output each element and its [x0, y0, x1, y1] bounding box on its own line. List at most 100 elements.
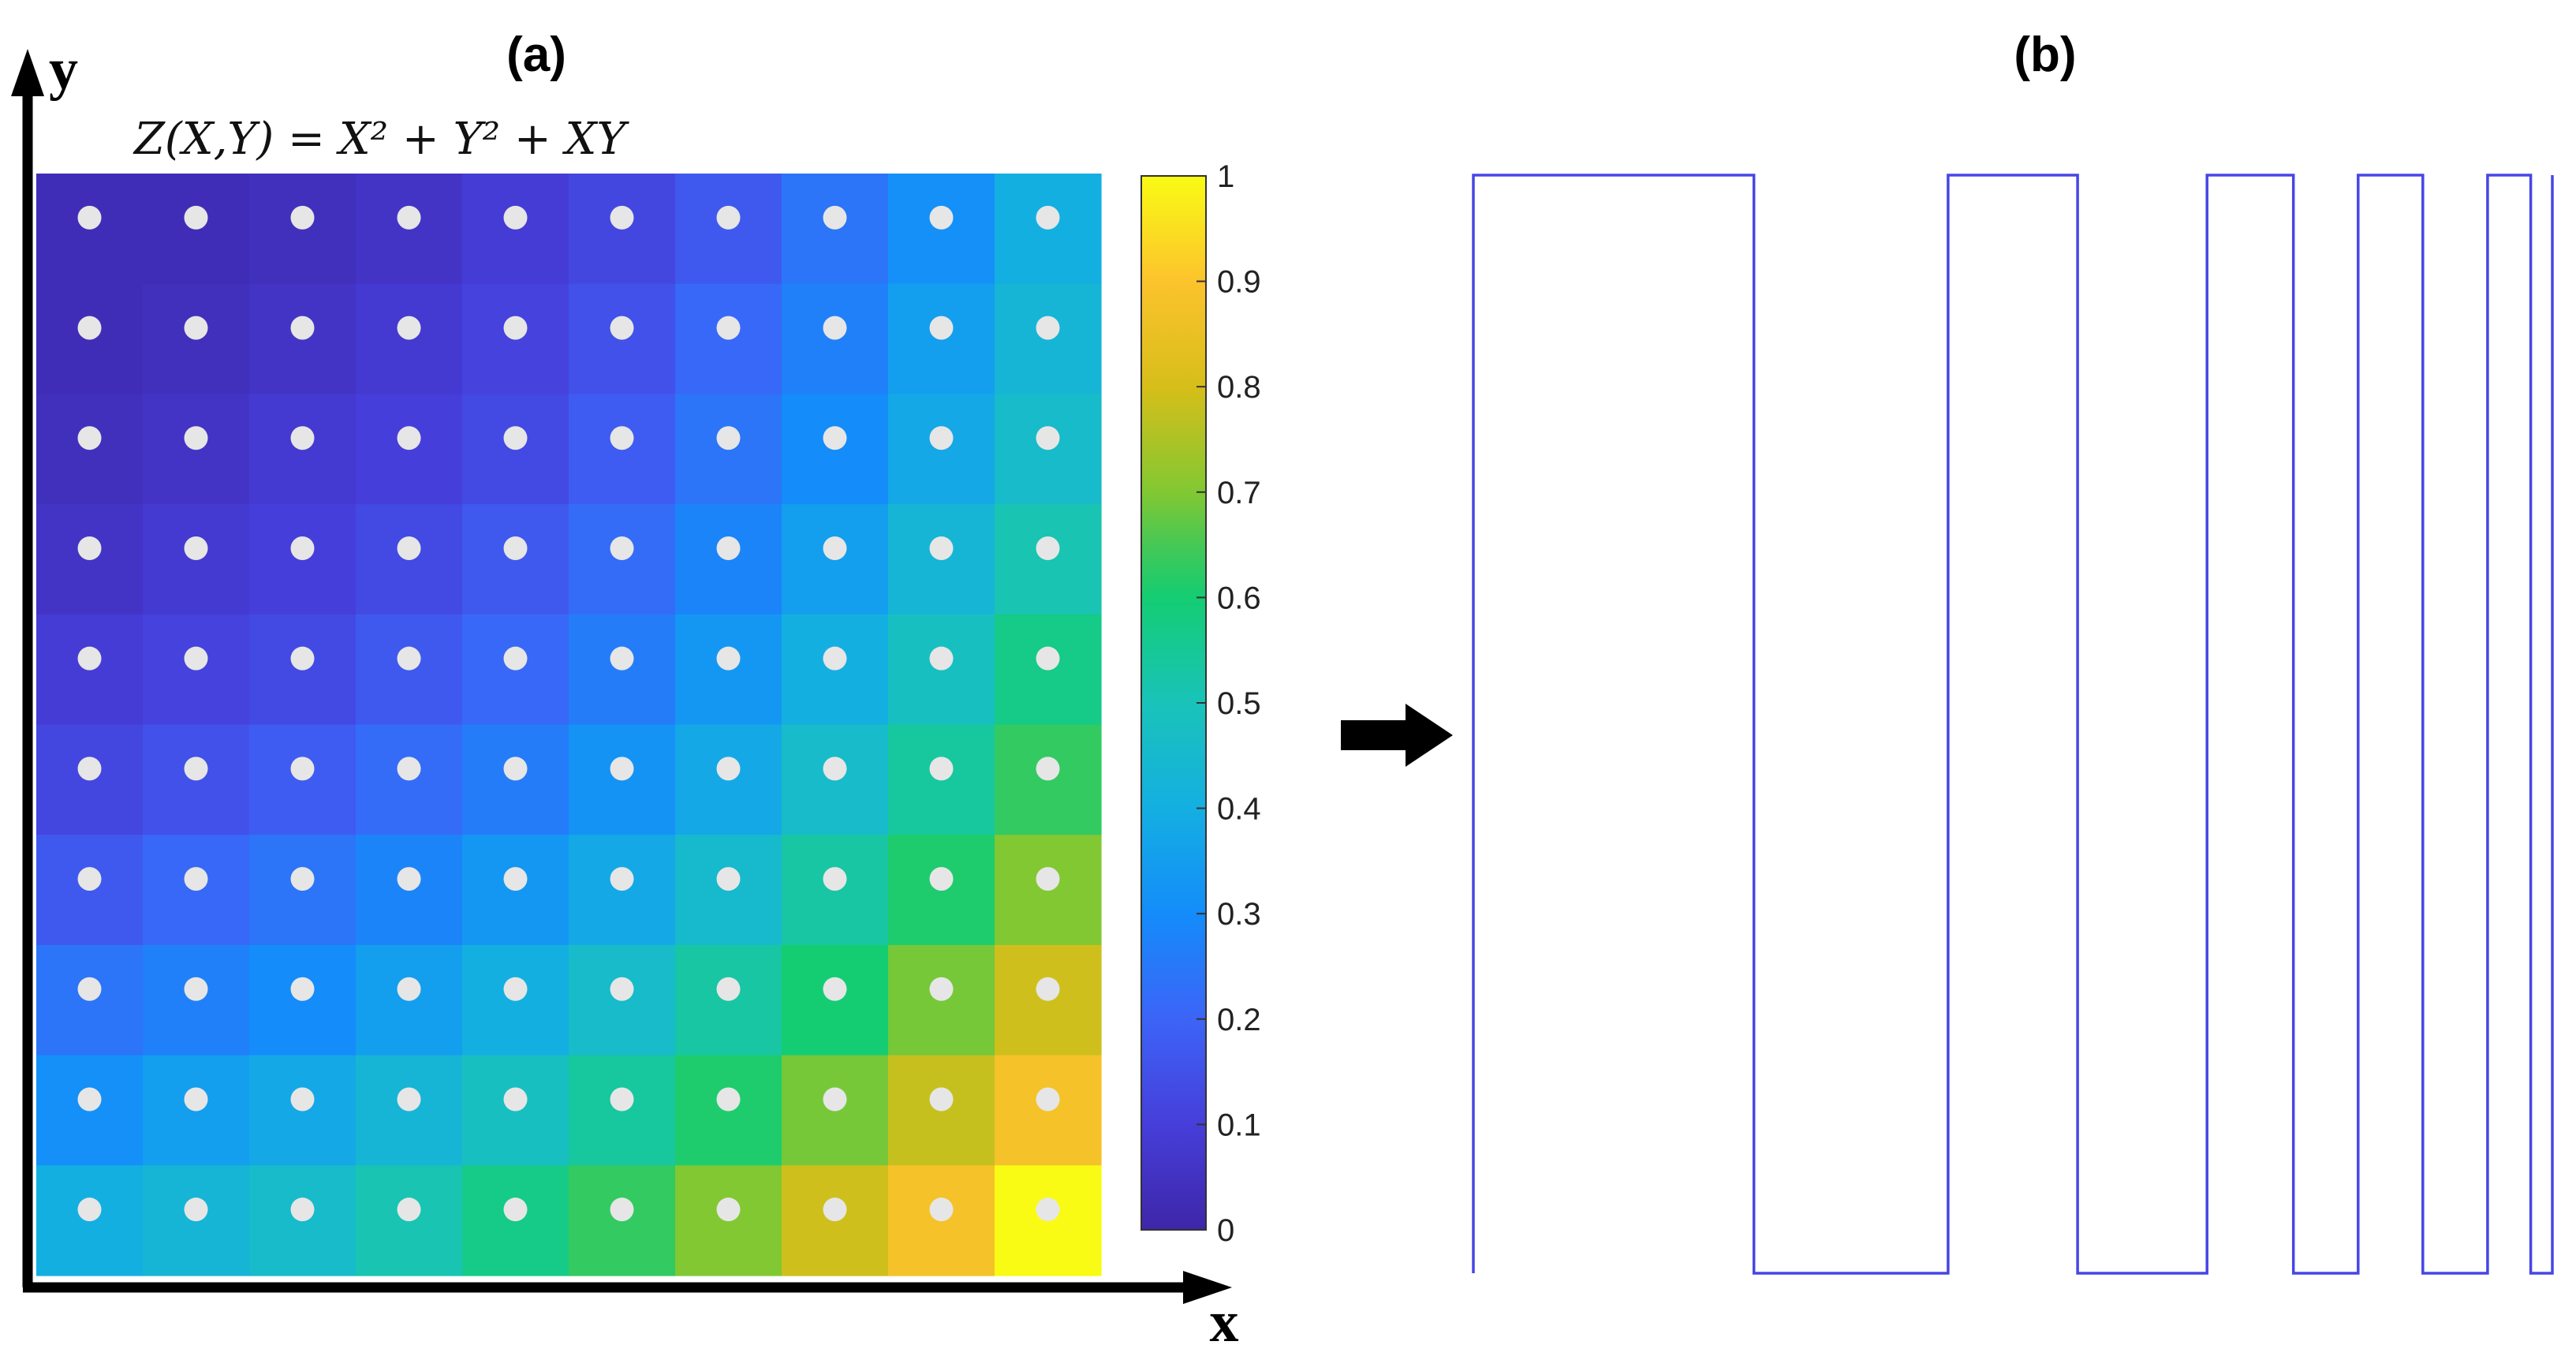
- colorbar-tick-label: 0.4: [1217, 792, 1261, 827]
- grid-point-marker: [823, 205, 847, 230]
- grid-point-marker: [397, 426, 421, 450]
- y-axis-label: y: [49, 37, 78, 102]
- grid-point-marker: [503, 867, 528, 891]
- grid-point-marker: [823, 867, 847, 891]
- grid-point-marker: [610, 757, 634, 781]
- grid-point-marker: [610, 867, 634, 891]
- grid-point-marker: [929, 536, 954, 560]
- grid-point-marker: [397, 316, 421, 340]
- grid-point-marker: [1036, 1197, 1060, 1222]
- grid-point-marker: [716, 536, 741, 560]
- grid-point-marker: [503, 977, 528, 1001]
- grid-point-marker: [397, 1197, 421, 1222]
- grid-point-marker: [290, 536, 315, 560]
- x-axis-arrowhead: [1183, 1271, 1232, 1304]
- grid-point-marker: [290, 426, 315, 450]
- grid-point-marker: [610, 1087, 634, 1112]
- grid-point-marker: [716, 205, 741, 230]
- grid-point-marker: [823, 316, 847, 340]
- grid-point-marker: [503, 1087, 528, 1112]
- colorbar-bar: [1141, 175, 1207, 1231]
- axes: y x: [11, 37, 1239, 1354]
- grid-point-marker: [610, 426, 634, 450]
- grid-point-marker: [1036, 316, 1060, 340]
- grid-point-marker: [184, 646, 208, 671]
- grid-point-marker: [397, 867, 421, 891]
- grid-point-marker: [290, 1197, 315, 1222]
- step-waveform: [1472, 174, 2554, 1275]
- grid-point-marker: [184, 977, 208, 1001]
- grid-point-marker: [716, 316, 741, 340]
- heatmap: [36, 174, 1102, 1276]
- colorbar-tick-label: 0.9: [1217, 265, 1261, 300]
- grid-point-marker: [184, 536, 208, 560]
- grid-point-marker: [184, 867, 208, 891]
- grid-point-marker: [184, 426, 208, 450]
- grid-point-marker: [290, 977, 315, 1001]
- grid-point-marker: [929, 205, 954, 230]
- grid-point-marker: [77, 977, 102, 1001]
- grid-point-marker: [1036, 646, 1060, 671]
- grid-point-marker: [397, 1087, 421, 1112]
- grid-point-marker: [397, 757, 421, 781]
- grid-point-marker: [77, 646, 102, 671]
- grid-point-marker: [503, 1197, 528, 1222]
- grid-point-marker: [823, 536, 847, 560]
- grid-point-marker: [929, 316, 954, 340]
- grid-point-marker: [610, 536, 634, 560]
- grid-point-marker: [77, 426, 102, 450]
- colorbar-tick-label: 1: [1217, 159, 1234, 194]
- colorbar-tick-label: 0.2: [1217, 1003, 1261, 1037]
- grid-point-marker: [716, 426, 741, 450]
- grid-point-marker: [503, 426, 528, 450]
- grid-point-marker: [610, 316, 634, 340]
- colorbar-tick-label: 0: [1217, 1213, 1234, 1248]
- grid-point-marker: [290, 205, 315, 230]
- grid-point-marker: [823, 757, 847, 781]
- colorbar-tick-label: 0.3: [1217, 897, 1261, 932]
- grid-point-marker: [929, 977, 954, 1001]
- grid-point-marker: [397, 646, 421, 671]
- colorbar-tick-label: 0.8: [1217, 370, 1261, 405]
- grid-point-marker: [290, 1087, 315, 1112]
- grid-point-marker: [823, 426, 847, 450]
- grid-point-marker: [503, 536, 528, 560]
- grid-point-marker: [503, 205, 528, 230]
- grid-point-marker: [184, 1087, 208, 1112]
- colorbar-tick-label: 0.1: [1217, 1108, 1261, 1142]
- panel-label-a: (a): [506, 28, 566, 82]
- grid-point-marker: [1036, 536, 1060, 560]
- colorbar: 0 0.1 0.2 0.3 0.4 0.5 0.6 0.7 0.8 0.9 1: [1141, 159, 1261, 1248]
- grid-point-marker: [184, 757, 208, 781]
- grid-point-marker: [610, 646, 634, 671]
- grid-point-marker: [503, 316, 528, 340]
- grid-point-marker: [184, 205, 208, 230]
- colorbar-tick-label: 0.5: [1217, 686, 1261, 721]
- grid-point-marker: [610, 1197, 634, 1222]
- colorbar-ticks: 0 0.1 0.2 0.3 0.4 0.5 0.6 0.7 0.8 0.9 1: [1197, 159, 1261, 1248]
- grid-point-marker: [1036, 867, 1060, 891]
- grid-point-marker: [610, 205, 634, 230]
- grid-point-marker: [716, 1197, 741, 1222]
- grid-point-marker: [929, 1087, 954, 1112]
- grid-point-marker: [716, 977, 741, 1001]
- grid-point-marker: [77, 757, 102, 781]
- grid-point-marker: [929, 867, 954, 891]
- grid-point-marker: [1036, 205, 1060, 230]
- grid-point-marker: [397, 205, 421, 230]
- formula: Z(X,Y) = X² + Y² + XY: [133, 114, 629, 165]
- grid-point-marker: [823, 646, 847, 671]
- grid-point-marker: [77, 867, 102, 891]
- grid-point-marker: [77, 1087, 102, 1112]
- grid-point-marker: [184, 316, 208, 340]
- grid-point-marker: [823, 977, 847, 1001]
- grid-point-marker: [77, 205, 102, 230]
- grid-point-marker: [823, 1197, 847, 1222]
- colorbar-tick-label: 0.7: [1217, 476, 1261, 510]
- grid-point-marker: [290, 867, 315, 891]
- grid-point-marker: [77, 536, 102, 560]
- grid-point-marker: [1036, 1087, 1060, 1112]
- x-axis-label: x: [1210, 1290, 1239, 1354]
- grid-point-marker: [397, 536, 421, 560]
